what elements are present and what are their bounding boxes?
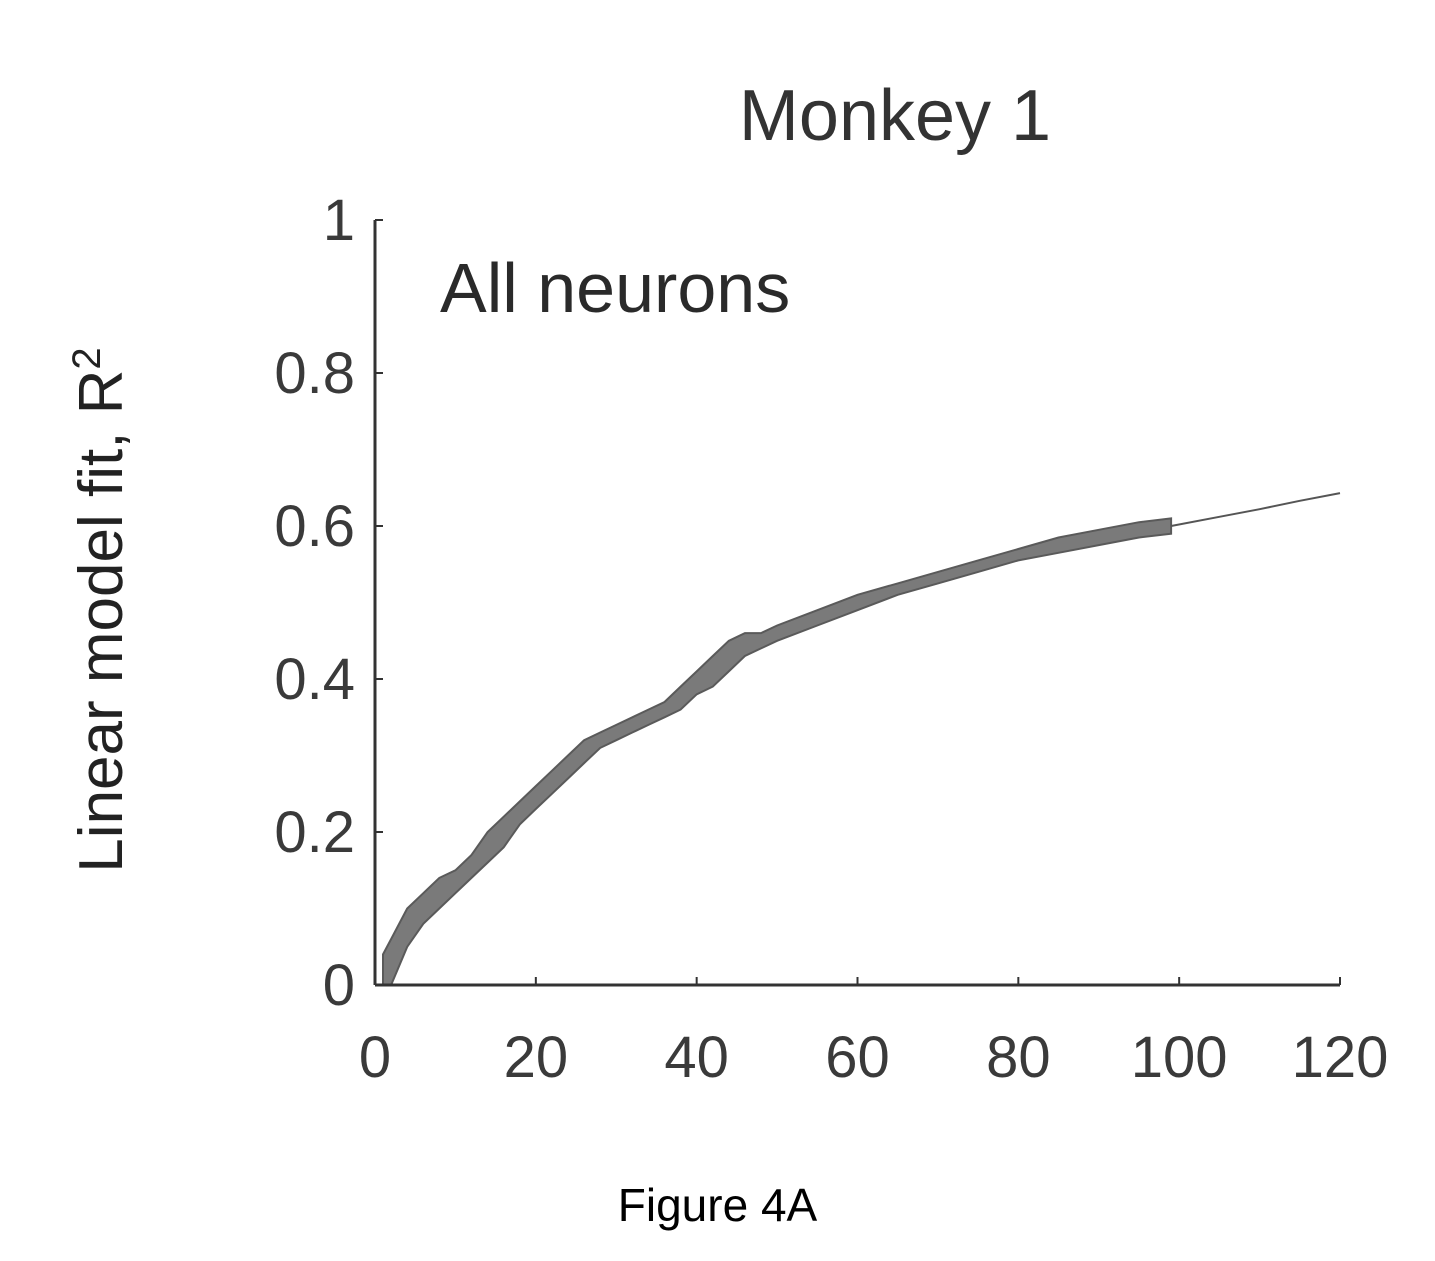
chart-annotation: All neurons bbox=[440, 249, 790, 327]
x-tick-label: 40 bbox=[664, 1025, 729, 1090]
y-axis-label-text: Linear model fit, R bbox=[67, 370, 136, 873]
figure-caption: Figure 4A bbox=[0, 1178, 1435, 1232]
y-tick-label: 0.6 bbox=[274, 494, 355, 559]
y-tick-label: 1 bbox=[323, 188, 355, 253]
x-tick-label: 60 bbox=[825, 1025, 890, 1090]
x-tick-label: 20 bbox=[504, 1025, 569, 1090]
series-extension-line bbox=[1171, 493, 1340, 526]
y-tick-label: 0 bbox=[323, 953, 355, 1018]
y-tick-label: 0.2 bbox=[274, 800, 355, 865]
chart: Monkey 1 All neurons Linear model fit, R… bbox=[0, 0, 1435, 1150]
x-tick-label: 120 bbox=[1292, 1025, 1389, 1090]
y-axis-label-superscript: 2 bbox=[65, 347, 109, 369]
x-tick-label: 80 bbox=[986, 1025, 1051, 1090]
y-axis-label: Linear model fit, R2 bbox=[65, 347, 136, 872]
series-band bbox=[383, 518, 1171, 985]
y-tick-label: 0.8 bbox=[274, 341, 355, 406]
chart-title: Monkey 1 bbox=[739, 76, 1051, 156]
x-tick-label: 0 bbox=[359, 1025, 391, 1090]
y-tick-label: 0.4 bbox=[274, 647, 355, 712]
x-tick-label: 100 bbox=[1131, 1025, 1228, 1090]
